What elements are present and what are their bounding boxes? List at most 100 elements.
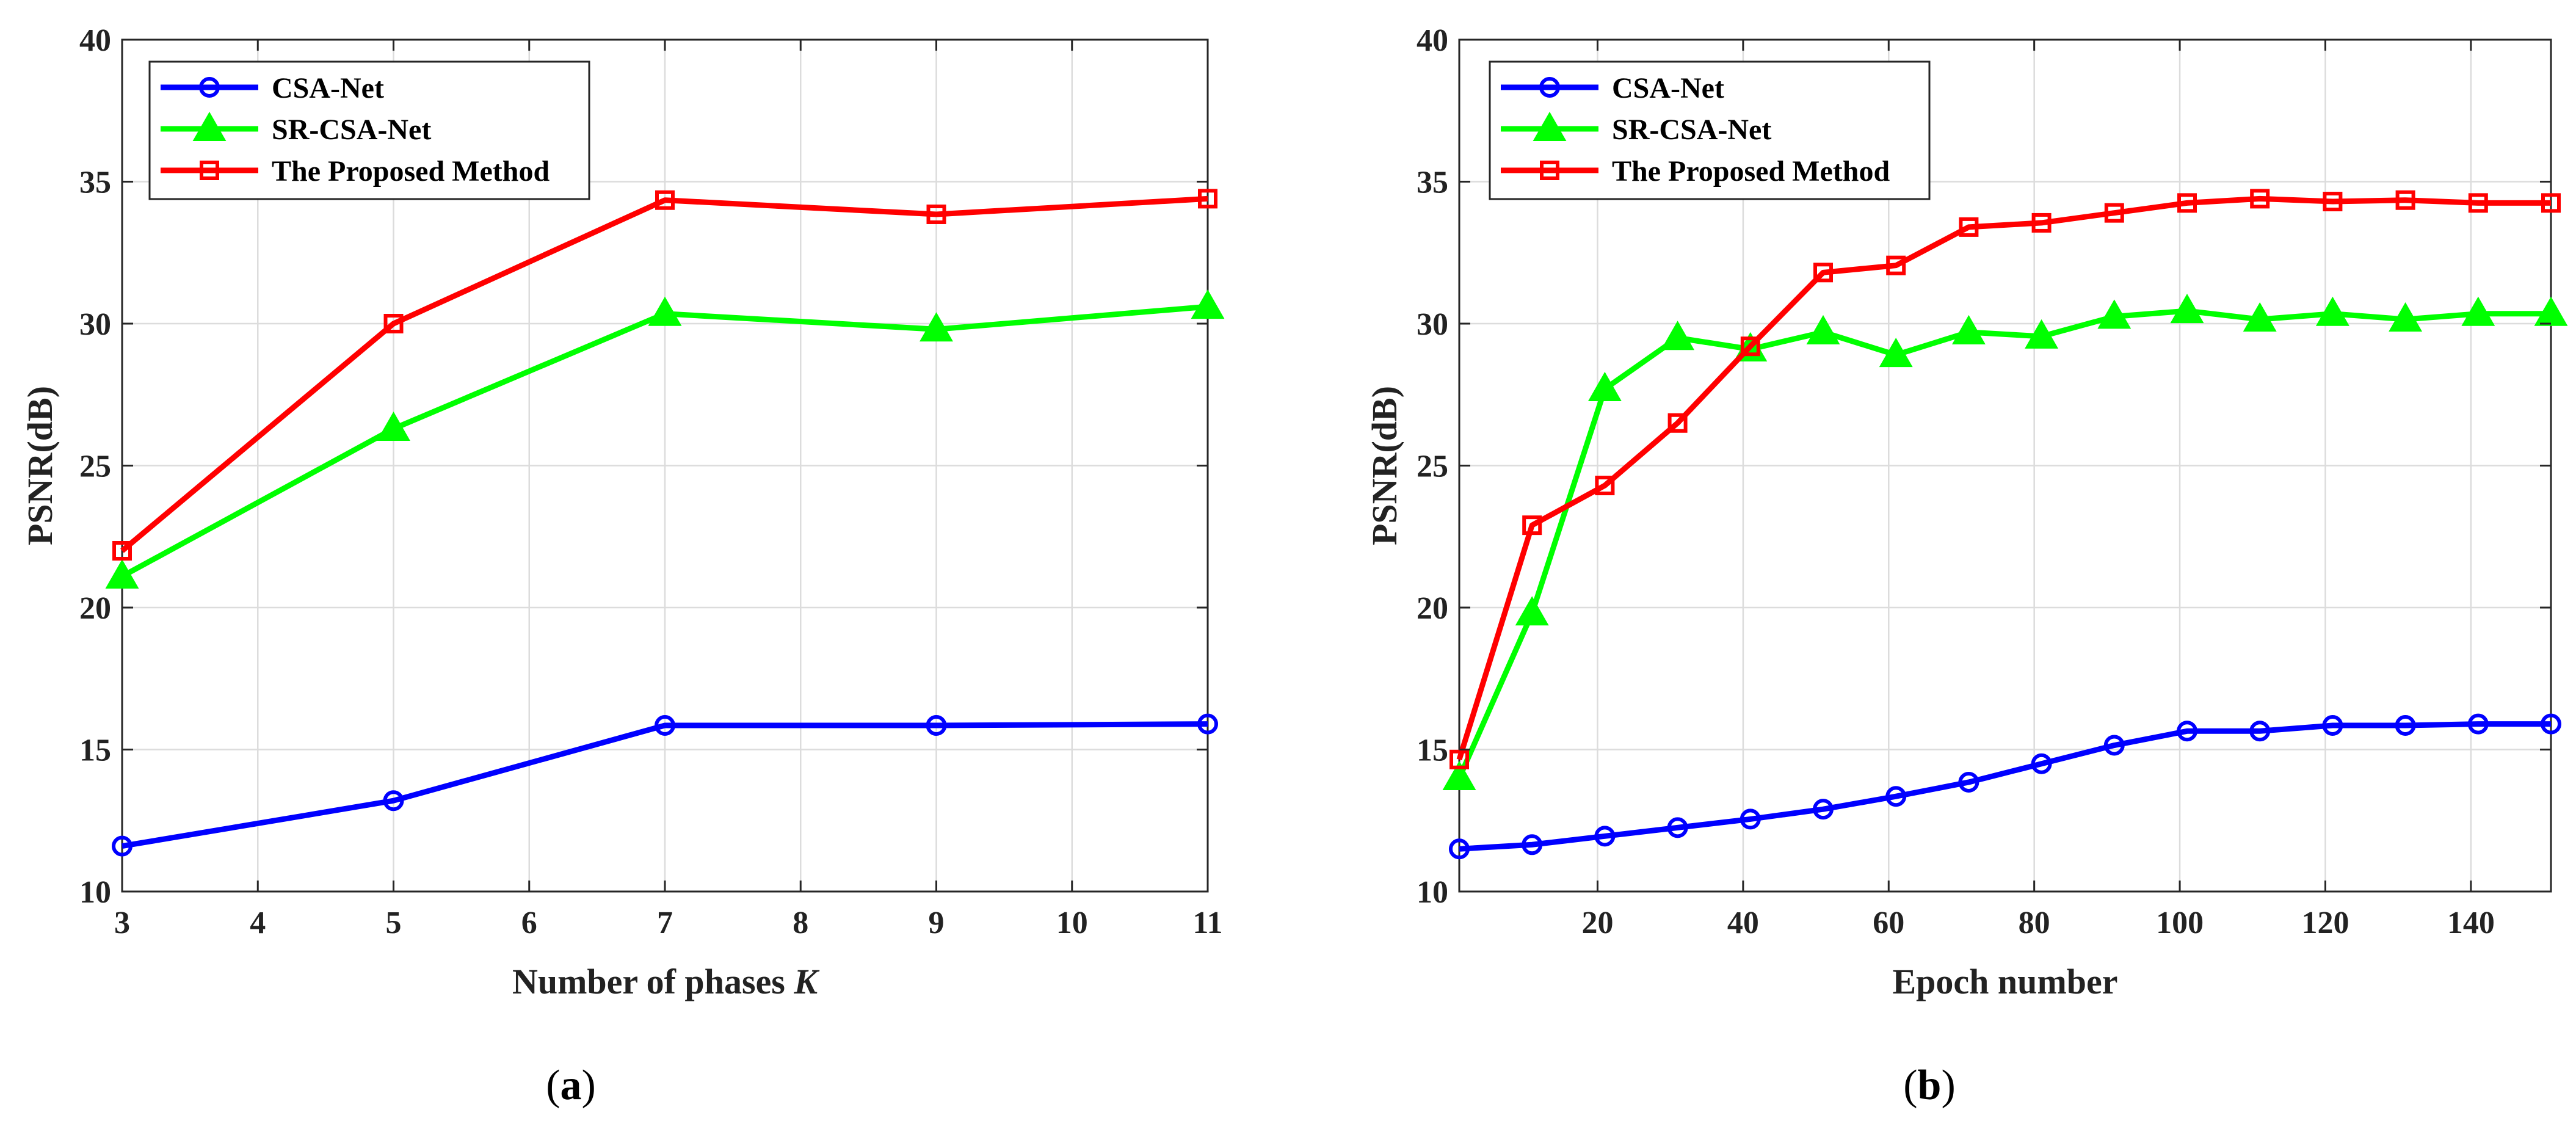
panel-b-point-csa-net: [1667, 817, 1688, 838]
panel-b-point-sr-csa-net: [1661, 321, 1695, 351]
panel-a-x-tick-label: 4: [250, 906, 266, 940]
panel-a-y-tick-label: 30: [79, 307, 111, 342]
panel-b-x-axis-label: Epoch number: [1892, 962, 2117, 1001]
panel-b-x-tick-label: 20: [1581, 906, 1613, 940]
panel-b-legend-marker-group-sr-csa-net: [1533, 111, 1567, 141]
panel-b-point-sr-csa-net: [2097, 299, 2132, 329]
panel-b-point-csa-net: [2249, 721, 2271, 742]
panel-a-point-sr-csa-net: [105, 559, 139, 589]
panel-b-line-the-proposed-method: [1456, 195, 2551, 761]
panel-b-point-the-proposed-method: [2468, 193, 2488, 213]
panel-b-line-csa-net: [1459, 721, 2551, 852]
panel-a-caption-open: (: [546, 1062, 560, 1109]
panel-a-x-tick-label: 10: [1056, 906, 1088, 940]
panel-a-ticks: 3 4 5 6 7 8 9 10 11 10 15 20 25 30 35 40: [79, 23, 1223, 940]
panel-a-series: [105, 189, 1225, 857]
panel-b-legend-marker-group-csa-net: [1539, 77, 1560, 98]
panel-b-point-csa-net: [1813, 799, 1834, 820]
panel-a: 3 4 5 6 7 8 9 10 11 10 15 20 25 30 35 40 Number of phas…: [20, 23, 1225, 1109]
panel-b-y-tick-label: 30: [1417, 307, 1448, 342]
panel-b-point-csa-net: [1740, 808, 1761, 830]
panel-a-legend-marker-group-sr-csa-net: [192, 111, 227, 141]
panel-a-legend-marker-csa-net: [199, 77, 220, 98]
panel-a-y-tick-label: 20: [79, 591, 111, 626]
panel-b-point-csa-net: [1958, 771, 1979, 793]
panel-b-legend-label-proposed-method: The Proposed Method: [1612, 155, 1890, 187]
panel-b-point-csa-net: [1594, 826, 1616, 847]
panel-b-x-tick-label: 60: [1873, 906, 1904, 940]
panel-b-point-csa-net: [2395, 714, 2416, 736]
panel-b-point-the-proposed-method: [2323, 192, 2343, 212]
panel-a-y-tick-label: 35: [79, 165, 111, 200]
panel-b-point-the-proposed-method: [1667, 413, 1688, 433]
panel-b-legend-marker-group-the-proposed-method: [1540, 161, 1559, 180]
panel-b-point-csa-net: [1449, 838, 1470, 860]
panel-a-x-tick-label: 6: [521, 906, 537, 940]
panel-a-y-tick-label: 10: [79, 875, 111, 910]
panel-b-point-the-proposed-method: [2104, 203, 2124, 223]
panel-b-x-tick-label: 40: [1727, 906, 1759, 940]
panel-b-point-csa-net: [2177, 721, 2197, 742]
panel-b-ticks: 20 40 60 80 100 120 140 10 15 20 25 30 35 40: [1417, 23, 2551, 940]
panel-b-caption-close: ): [1941, 1062, 1955, 1109]
panel-b-x-tick-label: 80: [2019, 906, 2050, 940]
panel-a-legend-label-csa-net: CSA-Net: [272, 72, 384, 104]
panel-b-x-tick-label: 100: [2156, 906, 2204, 940]
panel-b-point-sr-csa-net: [1515, 596, 1549, 626]
panel-a-x-tick-label: 8: [793, 906, 808, 940]
panel-b-point-the-proposed-method: [1813, 263, 1833, 283]
panel-a-legend-entry-csa-net: CSA-Net: [161, 72, 384, 104]
panel-a-legend-entry-proposed-method: The Proposed Method: [161, 155, 550, 187]
panel-a-x-axis-label-text: Number of phases: [512, 962, 794, 1001]
panel-b-point-the-proposed-method: [2250, 189, 2270, 209]
panel-b-caption-letter: b: [1918, 1062, 1942, 1109]
panel-a-legend-entry-sr-csa-net: SR-CSA-Net: [161, 111, 431, 146]
panel-a-point-the-proposed-method: [1198, 189, 1217, 209]
panel-a-point-sr-csa-net: [1191, 289, 1225, 319]
panel-a-x-tick-label: 7: [657, 906, 673, 940]
panel-a-point-csa-net: [926, 714, 947, 736]
panel-a-point-csa-net: [112, 835, 132, 857]
panel-b-point-the-proposed-method: [2177, 193, 2197, 213]
panel-b-legend-label-csa-net: CSA-Net: [1612, 72, 1724, 104]
panel-b-y-tick-label: 10: [1417, 875, 1448, 910]
panel-b-line-sr-csa-net: [1456, 308, 2551, 779]
panel-b-x-axis-label-text: Epoch number: [1892, 962, 2117, 1001]
panel-a-caption-close: ): [582, 1062, 596, 1109]
panel-b-point-sr-csa-net: [1587, 371, 1622, 401]
panel-b-point-sr-csa-net: [2170, 294, 2204, 324]
panel-a-y-axis-label: PSNR(dB): [20, 386, 60, 545]
panel-b-point-sr-csa-net: [2025, 319, 2059, 349]
panel-b-point-sr-csa-net: [2461, 296, 2495, 326]
panel-b-point-sr-csa-net: [2243, 302, 2277, 332]
panel-b-point-csa-net: [2467, 713, 2489, 735]
panel-b-caption-open: (: [1903, 1062, 1917, 1109]
panel-a-caption: (a): [546, 1062, 596, 1109]
panel-b-point-sr-csa-net: [1951, 314, 1986, 344]
panel-a-x-tick-label: 11: [1192, 906, 1222, 940]
panel-b-point-the-proposed-method: [2395, 190, 2415, 210]
panel-a-y-tick-label: 25: [79, 449, 111, 484]
panel-a-point-the-proposed-method: [112, 541, 132, 561]
panel-b-point-csa-net: [2031, 753, 2052, 774]
panel-b-x-tick-label: 140: [2447, 906, 2495, 940]
panel-b-legend: CSA-Net SR-CSA-Net The Proposed Method: [1489, 60, 1931, 200]
panel-a-legend-marker-group-csa-net: [199, 77, 220, 98]
panel-b: 20 40 60 80 100 120 140 10 15 20 25 30 35 40 Epoch nu…: [1365, 23, 2568, 1109]
panel-a-legend-marker-group-the-proposed-method: [200, 161, 219, 180]
panel-b-legend-marker-csa-net: [1539, 77, 1560, 98]
panel-a-line-the-proposed-method: [120, 195, 1208, 553]
panel-b-point-the-proposed-method: [1959, 217, 1979, 237]
panel-b-point-sr-csa-net: [1879, 338, 1913, 368]
panel-b-legend-entry-csa-net: CSA-Net: [1501, 72, 1724, 104]
panel-b-point-csa-net: [2103, 735, 2125, 756]
panel-b-point-the-proposed-method: [1740, 336, 1760, 357]
panel-b-y-tick-label: 40: [1417, 23, 1448, 58]
panel-a-legend-marker-the-proposed-method: [200, 161, 219, 180]
panel-b-y-axis-label: PSNR(dB): [1365, 386, 1404, 545]
panel-a-point-sr-csa-net: [648, 296, 682, 326]
panel-b-point-the-proposed-method: [1595, 476, 1615, 496]
panel-b-x-tick-label: 120: [2301, 906, 2349, 940]
panel-a-x-tick-label: 9: [929, 906, 945, 940]
